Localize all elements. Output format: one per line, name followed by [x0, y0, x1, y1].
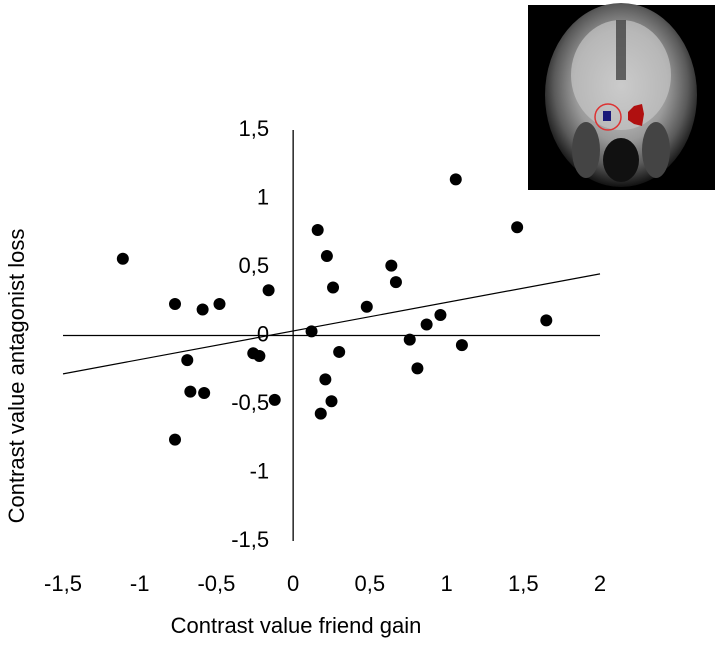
point — [327, 281, 340, 294]
point — [196, 303, 209, 316]
point — [320, 250, 333, 263]
x-tick-label: 0,5 — [355, 571, 386, 596]
point — [314, 407, 327, 420]
point — [184, 385, 197, 398]
point — [511, 221, 524, 234]
y-tick-label: 0 — [257, 321, 269, 346]
point — [403, 333, 416, 346]
y-tick-label: -1 — [250, 458, 270, 483]
y-tick-label: -1,5 — [231, 527, 269, 552]
point — [116, 252, 129, 265]
point — [449, 173, 462, 186]
brain-inset — [528, 3, 715, 190]
x-axis-title: Contrast value friend gain — [171, 613, 422, 638]
y-tick-label: 0,5 — [239, 253, 270, 278]
point — [420, 318, 433, 331]
point — [389, 276, 402, 289]
y-tick-label: 1,5 — [239, 116, 270, 141]
y-tick-label: -0,5 — [231, 390, 269, 415]
point — [455, 339, 468, 352]
x-tick-label: -1 — [130, 571, 150, 596]
x-tick-label: -0,5 — [197, 571, 235, 596]
point — [213, 297, 226, 310]
point — [262, 284, 275, 297]
x-tick-label: 1,5 — [508, 571, 539, 596]
point — [268, 393, 281, 406]
y-tick-label: 1 — [257, 184, 269, 209]
x-tick-label: 2 — [594, 571, 606, 596]
y-axis-title: Contrast value antagonist loss — [4, 229, 29, 524]
x-tick-label: -1,5 — [44, 571, 82, 596]
point — [198, 387, 211, 400]
point — [385, 259, 398, 272]
point — [305, 325, 318, 338]
point — [325, 395, 338, 408]
point — [333, 345, 346, 358]
point — [319, 373, 332, 386]
x-tick-label: 1 — [440, 571, 452, 596]
x-tick-label: 0 — [287, 571, 299, 596]
point — [181, 354, 194, 367]
point — [311, 224, 324, 237]
point — [360, 300, 373, 313]
point — [169, 433, 182, 446]
point — [169, 297, 182, 310]
trend-line — [62, 273, 601, 375]
point — [434, 308, 447, 321]
point — [411, 362, 424, 375]
point — [540, 314, 553, 327]
point — [253, 350, 266, 363]
